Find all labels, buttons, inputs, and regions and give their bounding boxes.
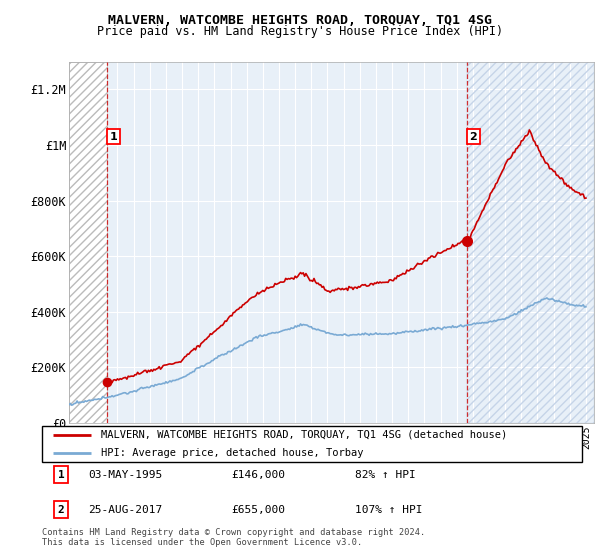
Text: 2: 2	[58, 505, 64, 515]
Text: HPI: Average price, detached house, Torbay: HPI: Average price, detached house, Torb…	[101, 448, 364, 458]
Text: 1: 1	[109, 132, 117, 142]
Text: 1: 1	[58, 470, 64, 480]
Text: £655,000: £655,000	[231, 505, 285, 515]
Text: Price paid vs. HM Land Registry's House Price Index (HPI): Price paid vs. HM Land Registry's House …	[97, 25, 503, 38]
Text: 2: 2	[470, 132, 478, 142]
Text: Contains HM Land Registry data © Crown copyright and database right 2024.
This d: Contains HM Land Registry data © Crown c…	[42, 528, 425, 547]
Text: 82% ↑ HPI: 82% ↑ HPI	[355, 470, 416, 480]
Text: £146,000: £146,000	[231, 470, 285, 480]
FancyBboxPatch shape	[42, 426, 582, 462]
Text: MALVERN, WATCOMBE HEIGHTS ROAD, TORQUAY, TQ1 4SG (detached house): MALVERN, WATCOMBE HEIGHTS ROAD, TORQUAY,…	[101, 430, 508, 440]
Text: 25-AUG-2017: 25-AUG-2017	[88, 505, 162, 515]
Text: 107% ↑ HPI: 107% ↑ HPI	[355, 505, 422, 515]
Text: 03-MAY-1995: 03-MAY-1995	[88, 470, 162, 480]
Text: MALVERN, WATCOMBE HEIGHTS ROAD, TORQUAY, TQ1 4SG: MALVERN, WATCOMBE HEIGHTS ROAD, TORQUAY,…	[108, 14, 492, 27]
